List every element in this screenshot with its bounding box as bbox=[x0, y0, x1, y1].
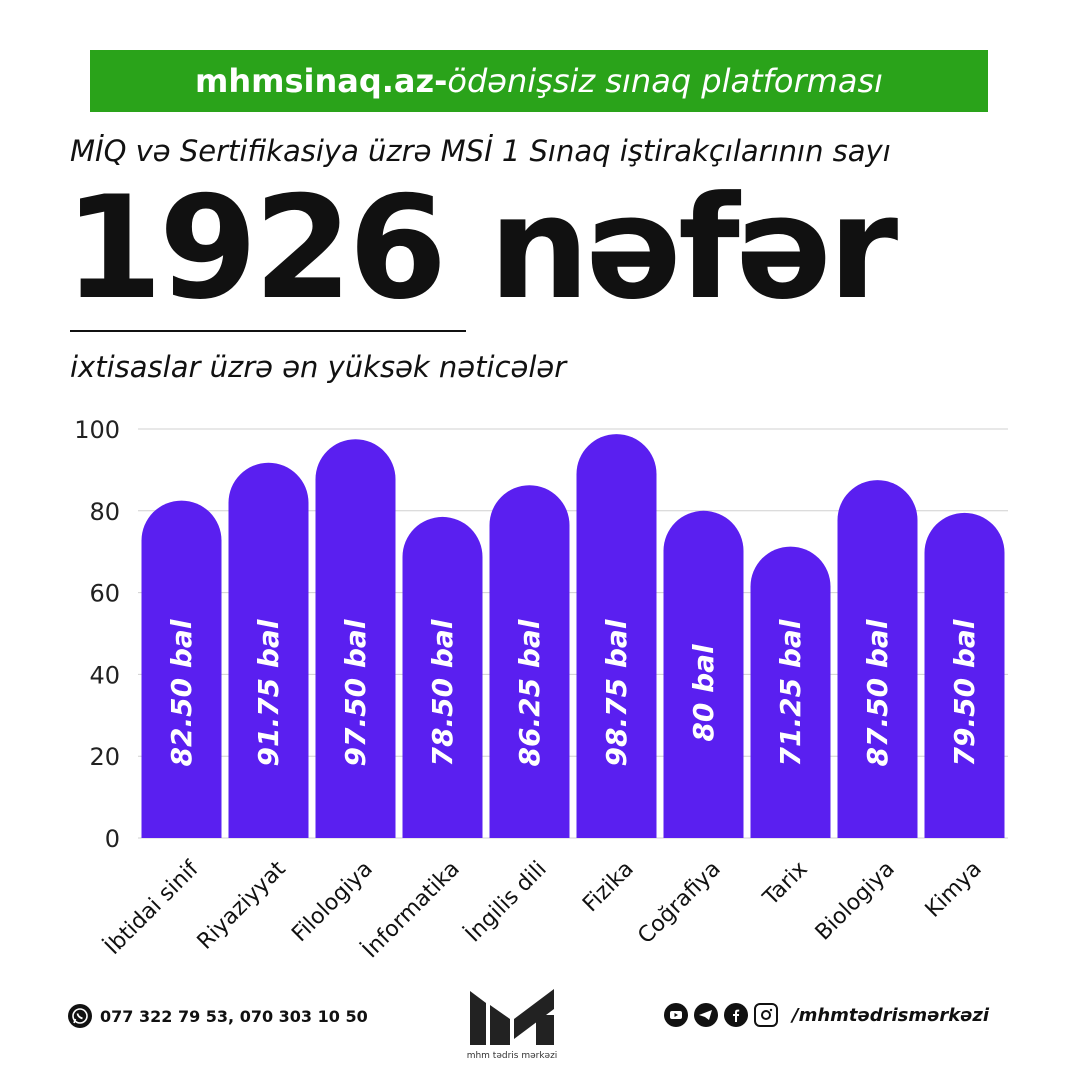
bar bbox=[924, 512, 1005, 838]
x-tick-label: Tarix bbox=[758, 857, 813, 912]
y-tick-label: 60 bbox=[89, 580, 120, 608]
data-label: 82.50 bal bbox=[165, 619, 198, 766]
social-links: /mhmtədrismərkəzi bbox=[664, 1003, 989, 1027]
x-tick-label: İbtidai sinif bbox=[100, 855, 205, 960]
participant-count: 1926 nəfər bbox=[64, 166, 898, 331]
phone-numbers: 077 322 79 53, 070 303 10 50 bbox=[100, 1006, 368, 1026]
data-label: 87.50 bal bbox=[861, 619, 894, 766]
bar bbox=[489, 485, 570, 838]
data-label: 80 bal bbox=[687, 644, 720, 742]
logo-name: mhm tədris mərkəzi bbox=[466, 1051, 558, 1061]
x-tick-label: Fizika bbox=[578, 857, 639, 918]
data-label: 98.75 bal bbox=[600, 619, 633, 766]
y-tick-label: 80 bbox=[89, 498, 120, 526]
whatsapp-icon bbox=[68, 1004, 92, 1028]
bar bbox=[663, 510, 744, 838]
bar bbox=[402, 516, 483, 838]
divider-line bbox=[70, 330, 466, 332]
x-tick-label: Riyaziyyat bbox=[193, 856, 291, 954]
x-tick-label: Coğrafiya bbox=[633, 857, 725, 949]
bar bbox=[837, 480, 918, 838]
x-tick-label: Biologiya bbox=[811, 857, 900, 946]
youtube-icon[interactable] bbox=[664, 1003, 688, 1027]
banner-tagline: ödənişsiz sınaq platforması bbox=[447, 62, 883, 100]
mhm-logo: mhm tədris mərkəzi bbox=[464, 985, 560, 1067]
data-label: 97.50 bal bbox=[339, 619, 372, 766]
bar bbox=[750, 546, 831, 838]
social-handle: /mhmtədrismərkəzi bbox=[792, 1004, 990, 1026]
phone-contact: 077 322 79 53, 070 303 10 50 bbox=[68, 1004, 368, 1028]
data-label: 71.25 bal bbox=[774, 619, 807, 766]
data-label: 86.25 bal bbox=[513, 619, 546, 766]
x-tick-label: Filologiya bbox=[287, 857, 377, 947]
bar bbox=[576, 434, 657, 838]
y-tick-label: 20 bbox=[89, 743, 120, 771]
facebook-icon[interactable] bbox=[724, 1003, 748, 1027]
subtitle: MİQ və Sertifikasiya üzrə MSİ 1 Sınaq iş… bbox=[70, 134, 891, 168]
chart-caption: ixtisaslar üzrə ən yüksək nəticələr bbox=[70, 350, 567, 384]
bar-chart: 0 20 40 60 80 100 82.50 bal İbtidai sinif 91.75 … bbox=[74, 416, 1008, 963]
bar bbox=[315, 439, 396, 838]
data-label: 91.75 bal bbox=[252, 619, 285, 766]
bar bbox=[141, 500, 222, 838]
x-tick-label: Kimya bbox=[921, 857, 987, 923]
y-tick-label: 0 bbox=[105, 825, 120, 853]
title-banner: mhmsinaq.az-ödənişsiz sınaq platforması bbox=[90, 50, 988, 112]
y-tick-label: 100 bbox=[74, 416, 120, 444]
bar bbox=[228, 462, 309, 838]
site-name: mhmsinaq.az- bbox=[194, 62, 448, 100]
data-label: 78.50 bal bbox=[426, 619, 459, 766]
y-tick-label: 40 bbox=[89, 661, 120, 689]
data-label: 79.50 bal bbox=[948, 619, 981, 766]
x-tick-label: İngilis dili bbox=[460, 856, 552, 948]
telegram-icon[interactable] bbox=[694, 1003, 718, 1027]
instagram-icon[interactable] bbox=[754, 1003, 778, 1027]
